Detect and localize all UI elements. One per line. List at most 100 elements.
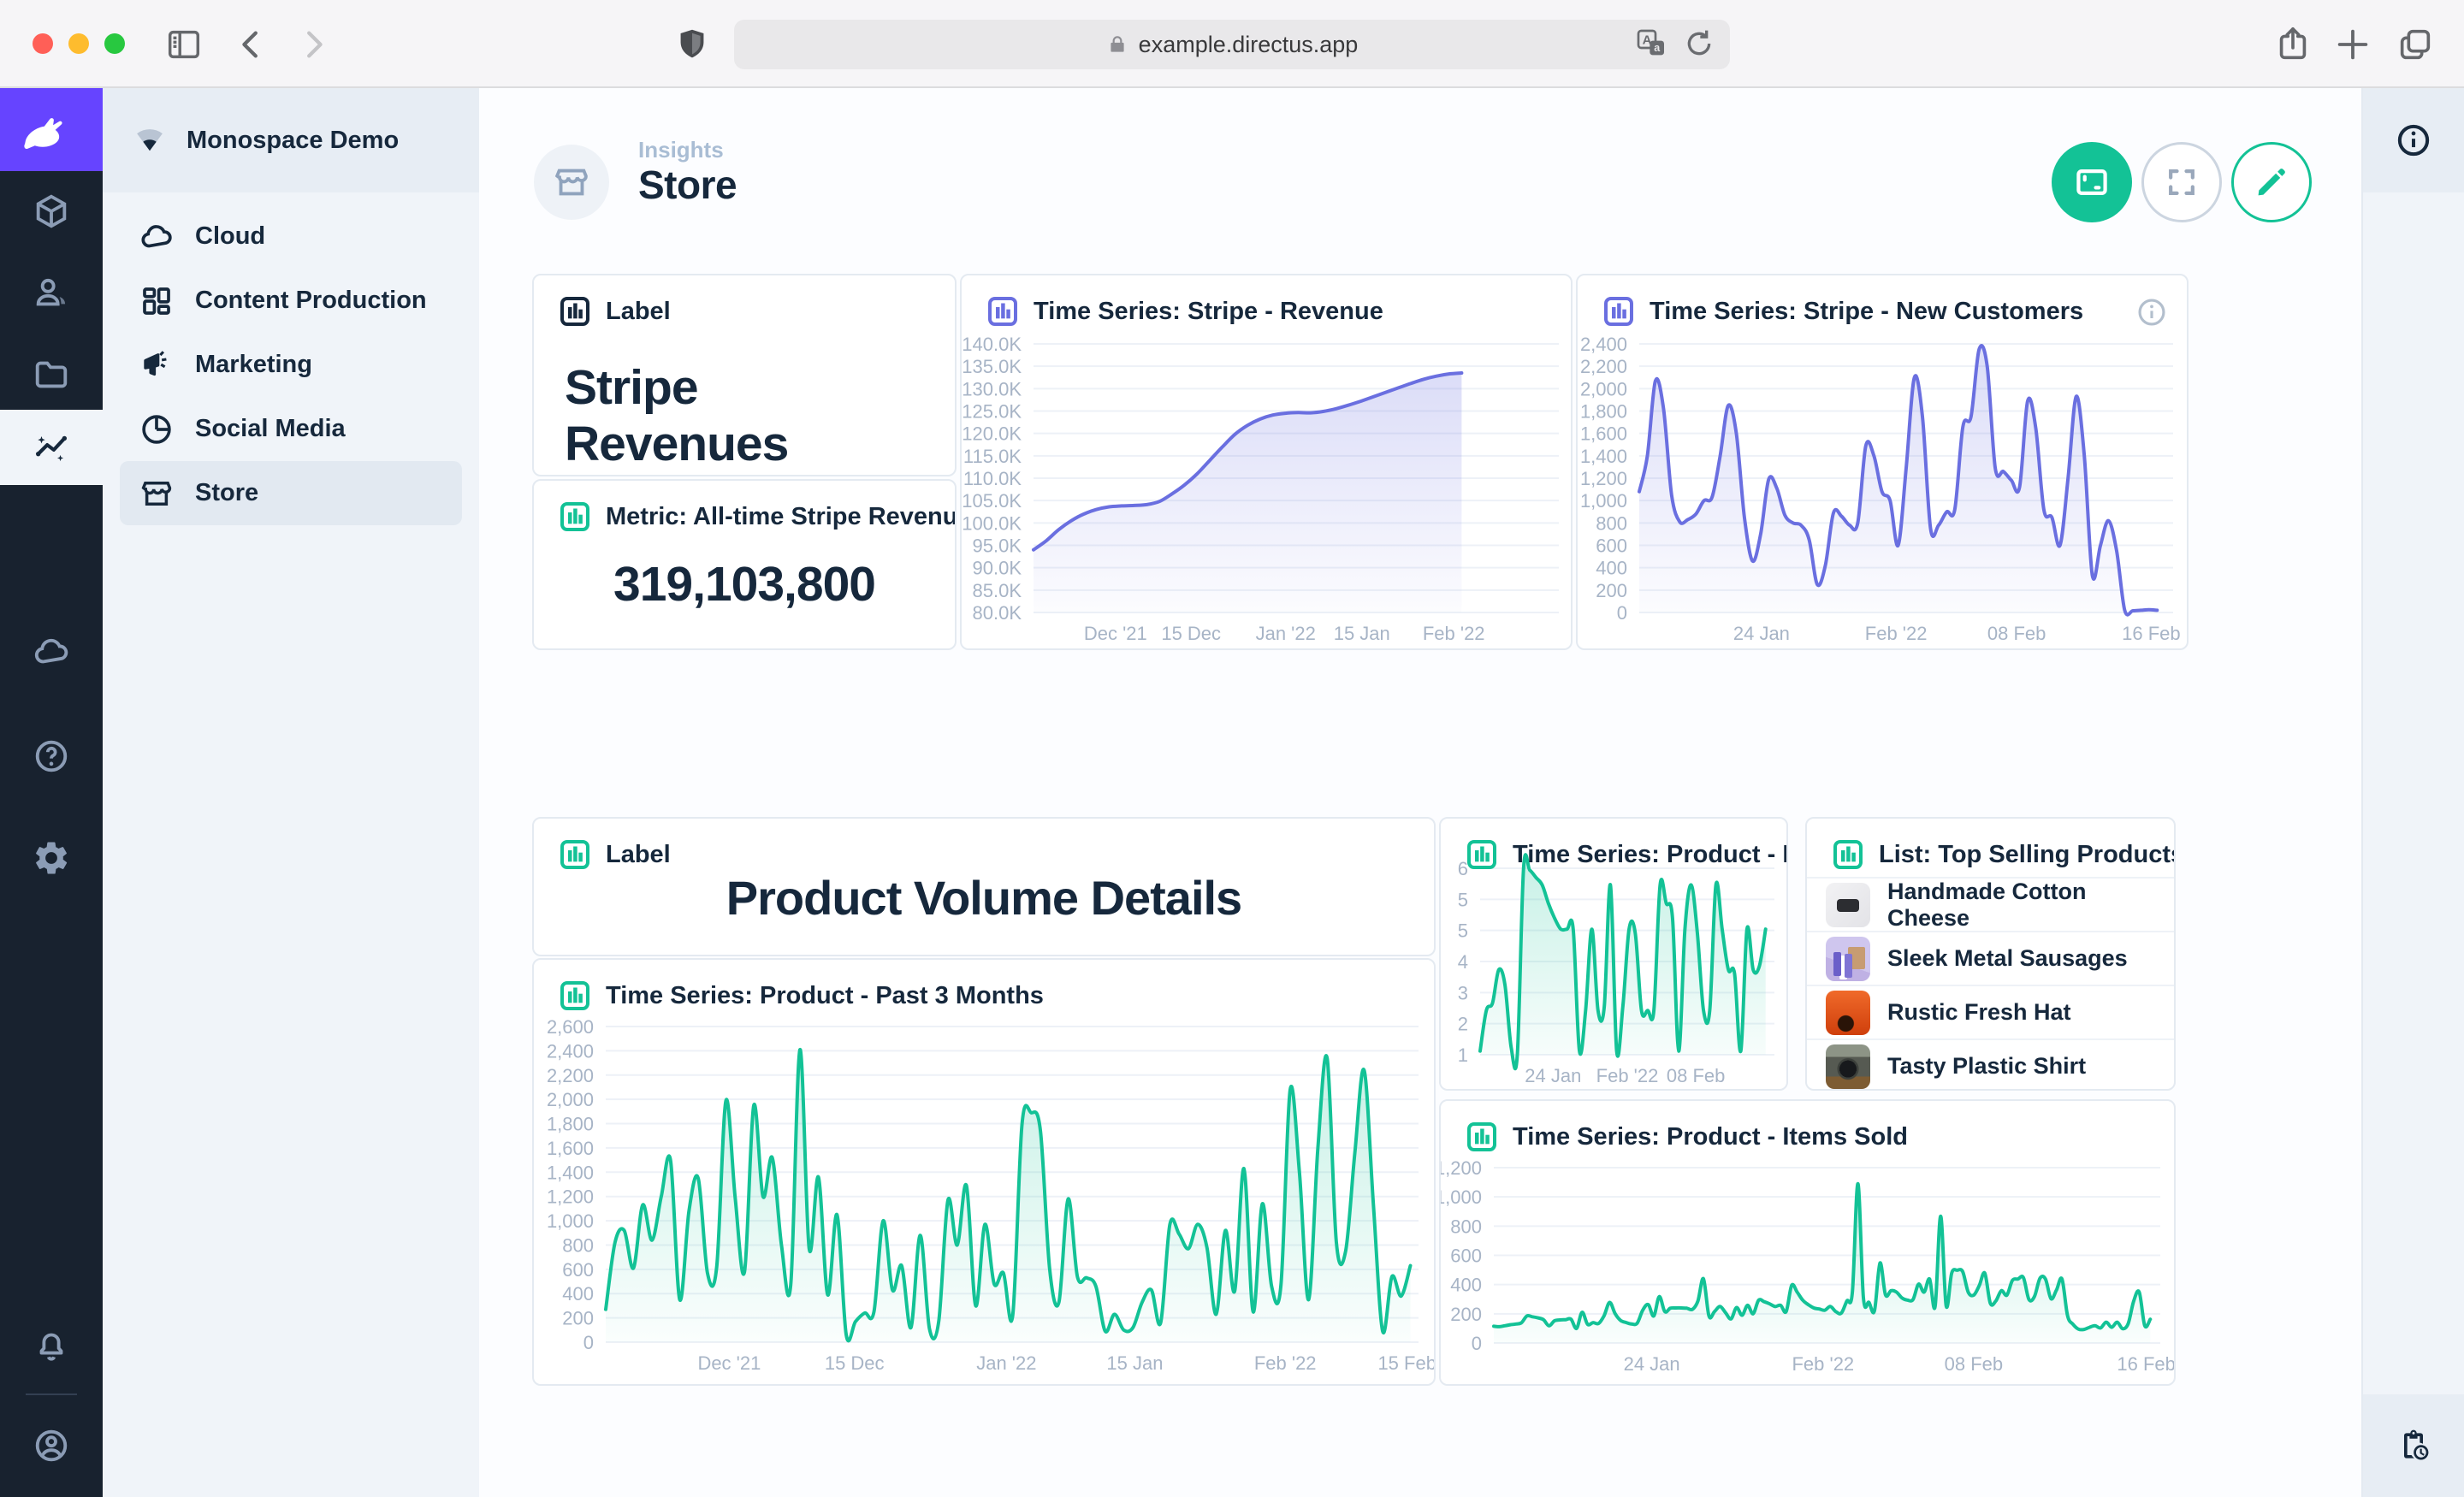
svg-text:1,600: 1,600 (1580, 423, 1627, 445)
svg-text:1,400: 1,400 (547, 1162, 594, 1183)
panel-label-product[interactable]: Label Product Volume Details (532, 817, 1436, 956)
svg-text:600: 600 (1450, 1246, 1482, 1267)
metric-icon (558, 500, 592, 534)
sidebar-item-marketing[interactable]: Marketing (120, 333, 462, 397)
svg-text:1,000: 1,000 (547, 1210, 594, 1232)
panel-metric-stripe[interactable]: Metric: All-time Stripe Revenues 319,103… (532, 479, 957, 650)
svg-text:1: 1 (1458, 1044, 1468, 1066)
svg-text:200: 200 (1450, 1304, 1482, 1325)
panel-title: Label (606, 298, 671, 326)
svg-text:130.0K: 130.0K (962, 378, 1022, 399)
svg-text:a: a (1654, 42, 1661, 54)
svg-text:600: 600 (562, 1259, 594, 1281)
panel-top-selling-products[interactable]: List: Top Selling Products Handmade Cott… (1805, 817, 2176, 1091)
directus-logo[interactable] (0, 88, 103, 171)
info-icon[interactable] (2135, 296, 2168, 333)
product-thumbnail (1826, 991, 1870, 1035)
panel-restocks-chart[interactable]: Time Series: Product - Restocks 65543212… (1439, 817, 1788, 1091)
zoom-window-button[interactable] (104, 33, 125, 54)
address-bar[interactable]: example.directus.app Aa (734, 20, 1730, 69)
panel-items-sold-chart[interactable]: Time Series: Product - Items Sold 1,2001… (1439, 1099, 2176, 1386)
fullscreen-button[interactable] (2141, 142, 2222, 222)
list-icon (1831, 837, 1865, 872)
label-icon (558, 294, 592, 328)
dashboard-info-button[interactable] (2363, 88, 2464, 192)
module-content-icon[interactable] (0, 174, 103, 249)
info-icon (2395, 121, 2432, 159)
list-item[interactable]: Tasty Plastic Shirt (1807, 1038, 2174, 1091)
panel-past-3-months-chart[interactable]: Time Series: Product - Past 3 Months 2,6… (532, 958, 1436, 1386)
panel-label-stripe[interactable]: Label Stripe Revenues (532, 274, 957, 476)
svg-text:140.0K: 140.0K (962, 334, 1022, 355)
svg-text:2,400: 2,400 (1580, 334, 1627, 355)
user-avatar-icon[interactable] (0, 1408, 103, 1483)
sidebar-toggle-icon[interactable] (164, 25, 204, 64)
product-name: Rustic Fresh Hat (1887, 999, 2071, 1026)
module-cloud-icon[interactable] (0, 614, 103, 689)
fullscreen-icon (2163, 163, 2200, 201)
pie-chart-icon (139, 411, 175, 447)
panel-new-customers-chart[interactable]: Time Series: Stripe - New Customers 2,40… (1576, 274, 2189, 650)
svg-text:15 Dec: 15 Dec (825, 1352, 885, 1374)
translate-icon[interactable]: Aa (1634, 27, 1668, 67)
reload-icon[interactable] (1682, 27, 1716, 67)
sidebar-item-store[interactable]: Store (120, 461, 462, 525)
list-item[interactable]: Sleek Metal Sausages (1807, 931, 2174, 985)
zoom-to-fit-button[interactable] (2052, 142, 2132, 222)
panel-title: List: Top Selling Products (1879, 841, 2176, 869)
forward-button[interactable] (293, 25, 332, 64)
module-settings-icon[interactable] (0, 820, 103, 896)
sidebar-item-label: Marketing (195, 351, 312, 379)
past-3-months-chart: 2,6002,4002,2002,0001,8001,6001,4001,200… (534, 960, 1434, 1384)
tab-overview-icon[interactable] (2396, 25, 2435, 64)
module-insights-icon[interactable] (0, 410, 103, 485)
svg-text:15 Jan: 15 Jan (1334, 623, 1390, 644)
svg-text:80.0K: 80.0K (973, 602, 1022, 624)
breadcrumb[interactable]: Insights (638, 137, 724, 163)
notifications-bell-icon[interactable] (0, 1307, 103, 1382)
activity-log-button[interactable] (2363, 1394, 2464, 1497)
svg-text:15 Dec: 15 Dec (1161, 623, 1221, 644)
svg-text:0: 0 (1472, 1333, 1482, 1354)
list-item[interactable]: Handmade Cotton Cheese (1807, 877, 2174, 931)
panel-title: Time Series: Product - Past 3 Months (606, 982, 1044, 1010)
list-item[interactable]: Rustic Fresh Hat (1807, 985, 2174, 1038)
svg-text:08 Feb: 08 Feb (1945, 1353, 2004, 1375)
svg-text:200: 200 (1596, 580, 1627, 601)
svg-text:0: 0 (583, 1332, 594, 1353)
sidebar-item-social-media[interactable]: Social Media (120, 397, 462, 461)
product-name: Sleek Metal Sausages (1887, 945, 2128, 972)
fit-screen-icon (2073, 163, 2111, 201)
sidebar-item-label: Store (195, 479, 258, 507)
svg-text:800: 800 (1450, 1216, 1482, 1237)
nav-list: Cloud Content Production Marketing Socia… (103, 192, 479, 525)
edit-dashboard-button[interactable] (2231, 142, 2312, 222)
panel-stripe-revenue-chart[interactable]: Time Series: Stripe - Revenue 140.0K135.… (960, 274, 1573, 650)
sidebar-item-cloud[interactable]: Cloud (120, 204, 462, 269)
svg-text:5: 5 (1458, 889, 1468, 910)
share-icon[interactable] (2273, 25, 2313, 64)
svg-text:1,400: 1,400 (1580, 446, 1627, 467)
back-button[interactable] (233, 25, 272, 64)
new-customers-chart: 2,4002,2002,0001,8001,6001,4001,2001,000… (1578, 275, 2187, 648)
svg-text:2: 2 (1458, 1014, 1468, 1035)
module-users-icon[interactable] (0, 255, 103, 330)
svg-text:90.0K: 90.0K (973, 558, 1022, 579)
close-window-button[interactable] (33, 33, 53, 54)
minimize-window-button[interactable] (68, 33, 89, 54)
svg-text:110.0K: 110.0K (963, 468, 1022, 489)
project-switcher[interactable]: Monospace Demo (103, 88, 479, 192)
new-tab-icon[interactable] (2333, 25, 2372, 64)
svg-text:15 Jan: 15 Jan (1106, 1352, 1163, 1374)
svg-text:Feb '22: Feb '22 (1254, 1352, 1317, 1374)
url-text: example.directus.app (1139, 32, 1359, 58)
module-bar (0, 88, 103, 1497)
privacy-shield-icon[interactable] (672, 25, 712, 64)
module-files-icon[interactable] (0, 337, 103, 412)
panel-title: Time Series: Product - Restocks (1513, 841, 1788, 869)
pencil-icon (2253, 163, 2290, 201)
clipboard-clock-icon (2395, 1427, 2432, 1464)
svg-text:08 Feb: 08 Feb (1987, 623, 2046, 644)
sidebar-item-content-production[interactable]: Content Production (120, 269, 462, 333)
module-help-icon[interactable] (0, 719, 103, 794)
